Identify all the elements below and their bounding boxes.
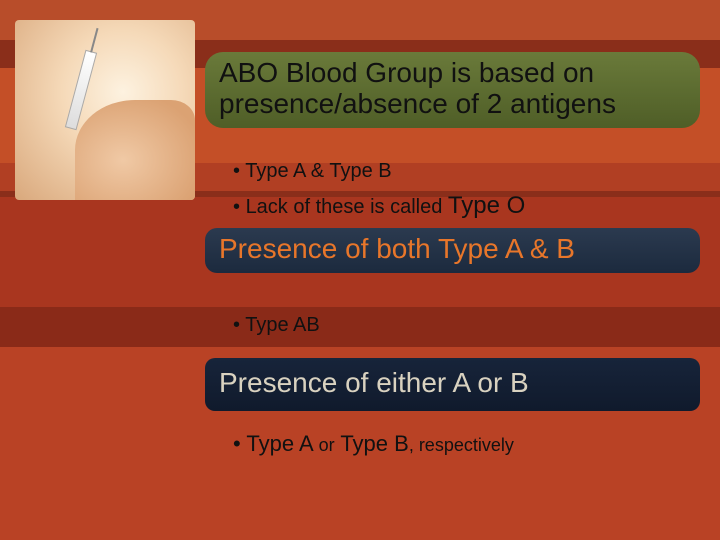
section-1-heading-block: ABO Blood Group is based on presence/abs… — [205, 52, 700, 128]
section-2-heading-block: Presence of both Type A & B — [205, 228, 700, 273]
bullet-3-1: Type A or Type B, respectively — [205, 430, 700, 459]
bullet-1-1: Type A & Type B — [205, 158, 700, 184]
section-2-heading: Presence of both Type A & B — [219, 234, 686, 265]
section-2-bullets: Type AB — [205, 312, 700, 338]
section-3-heading-block: Presence of either A or B — [205, 358, 700, 411]
section-3-bullets: Type A or Type B, respectively — [205, 430, 700, 459]
bullet-3-1-prefix: Type A — [246, 431, 318, 456]
bullet-3-1-suffix: , respectively — [409, 435, 514, 455]
bullet-2-1: Type AB — [205, 312, 700, 338]
section-3-heading: Presence of either A or B — [219, 368, 686, 399]
section-1-bullets: Type A & Type B Lack of these is called … — [205, 158, 700, 221]
bullet-1-2-prefix: Lack of these is called — [246, 196, 448, 218]
section-1-heading: ABO Blood Group is based on presence/abs… — [219, 58, 686, 120]
bullet-1-2-emph: Type O — [448, 192, 525, 219]
bullet-3-1-mid2: Type B — [335, 431, 409, 456]
bullet-1-2: Lack of these is called Type O — [205, 190, 700, 221]
syringe-photo — [15, 20, 195, 200]
bullet-3-1-mid: or — [319, 435, 335, 455]
